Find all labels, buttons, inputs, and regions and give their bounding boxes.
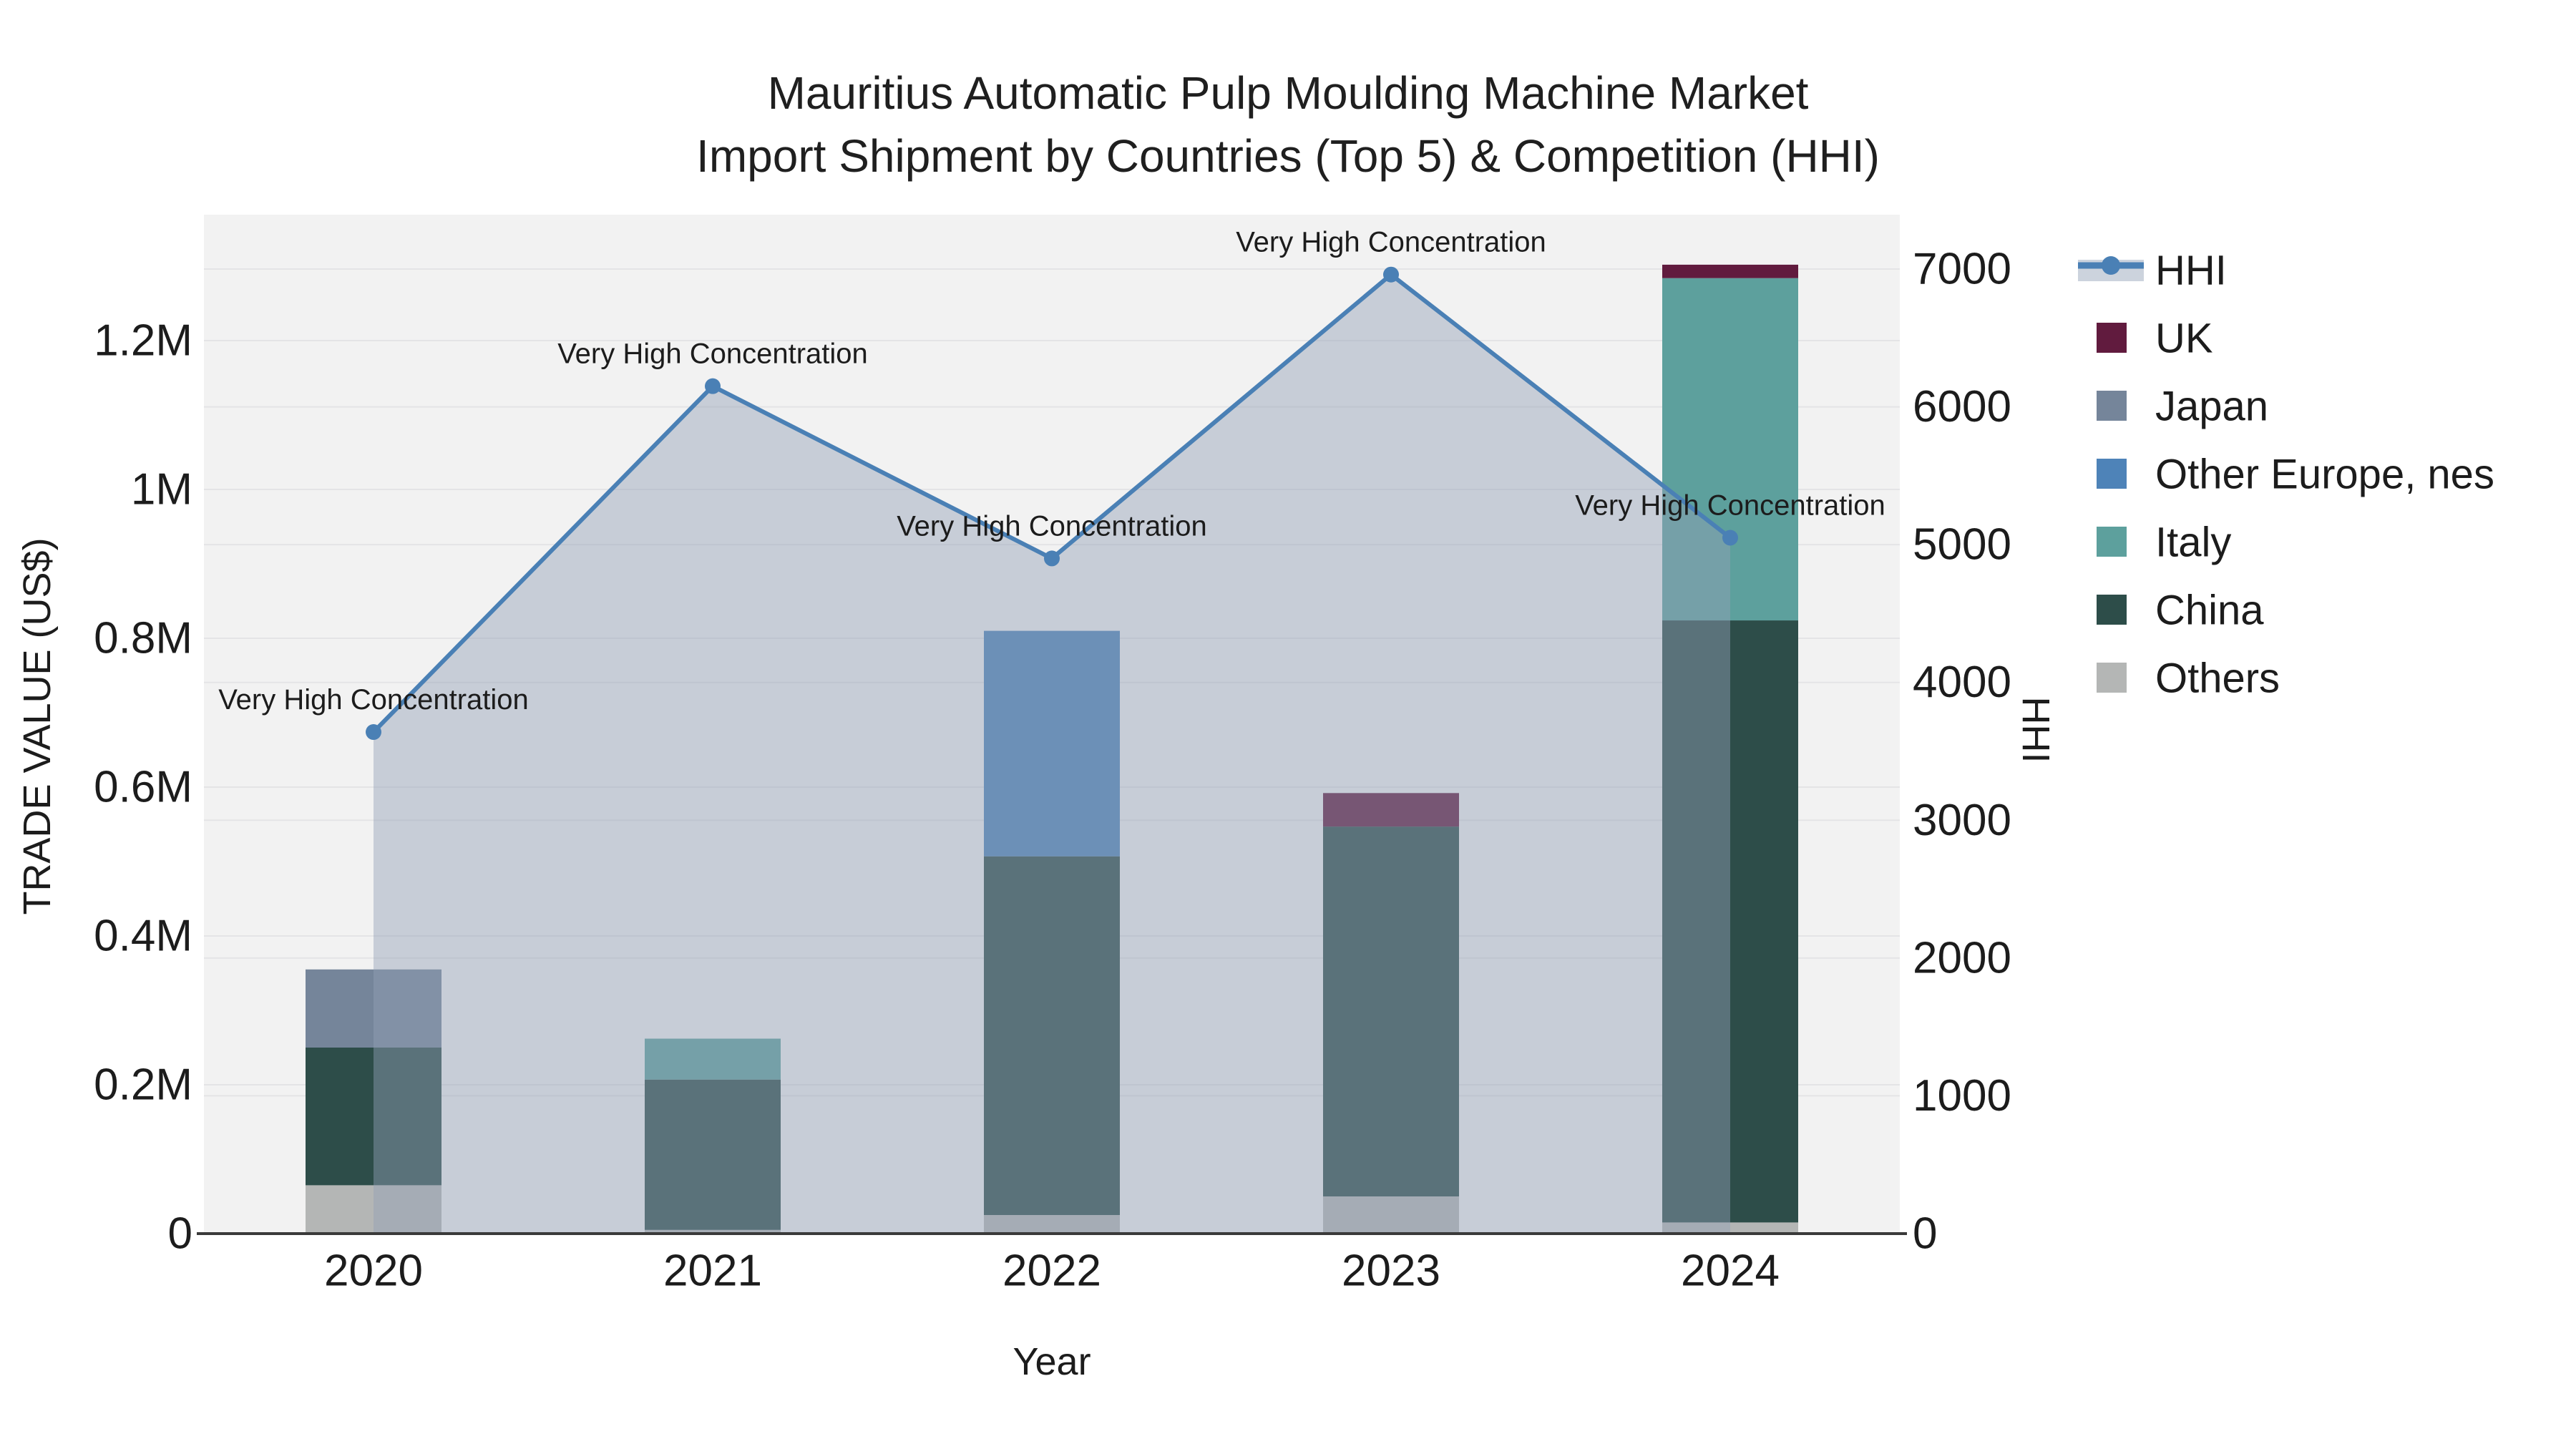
bar-segment-japan-2020 [306, 969, 441, 1048]
legend-label: UK [2155, 316, 2213, 362]
y-right-tick-5000: 5000 [1913, 520, 2011, 570]
legend-label: Japan [2155, 384, 2268, 430]
y-right-tick-3000: 3000 [1913, 796, 2011, 845]
legend-label: Other Europe, nes [2155, 452, 2494, 498]
legend-label: China [2155, 587, 2264, 634]
legend-item-italy[interactable]: Italy [2097, 519, 2231, 566]
annotation-2021: Very High Concentration [557, 338, 868, 370]
y-left-tick-0.4M: 0.4M [94, 912, 192, 961]
y-left-tick-0: 0 [168, 1209, 192, 1259]
chart-title-line2: Import Shipment by Countries (Top 5) & C… [696, 130, 1880, 182]
y-right-axis-title: HHI [2014, 697, 2057, 763]
hhi-marker-2024 [1722, 530, 1738, 546]
bar-segment-others-2023 [1323, 1196, 1459, 1234]
y-left-axis-title: TRADE VALUE (US$) [16, 537, 59, 914]
bar-segment-china-2023 [1323, 826, 1459, 1196]
legend-item-japan[interactable]: Japan [2097, 384, 2268, 430]
hhi-marker-2022 [1044, 550, 1060, 567]
y-right-tick-1000: 1000 [1913, 1071, 2011, 1121]
legend-label: Others [2155, 655, 2280, 702]
x-axis-title: Year [1013, 1340, 1091, 1383]
bar-segment-china-2020 [306, 1048, 441, 1186]
y-left-tick-1.2M: 1.2M [94, 316, 192, 366]
legend-swatch-uk [2097, 323, 2127, 353]
bar-segment-italy-2024 [1662, 278, 1798, 621]
y-right-tick-0: 0 [1913, 1209, 1937, 1259]
legend-swatch-italy [2097, 527, 2127, 557]
y-left-tick-0.6M: 0.6M [94, 763, 192, 812]
x-tick-2020: 2020 [324, 1246, 423, 1296]
chart-title: Mauritius Automatic Pulp Moulding Machin… [0, 62, 2576, 187]
hhi-marker-2023 [1383, 266, 1399, 283]
bar-segment-uk-2024 [1662, 264, 1798, 278]
legend-hhi-marker [2102, 256, 2120, 275]
annotation-2022: Very High Concentration [897, 510, 1207, 542]
bar-segment-uk-2023 [1323, 793, 1459, 827]
y-right-tick-4000: 4000 [1913, 658, 2011, 707]
legend-swatch-china [2097, 595, 2127, 625]
hhi-marker-2020 [366, 724, 381, 741]
bar-segment-others-2022 [984, 1215, 1120, 1234]
y-left-tick-0.2M: 0.2M [94, 1060, 192, 1110]
legend-item-uk[interactable]: UK [2097, 316, 2213, 362]
legend-label: HHI [2155, 248, 2227, 294]
bar-segment-china-2022 [984, 856, 1120, 1215]
legend-item-others[interactable]: Others [2097, 655, 2280, 702]
legend-swatch-other-europe-nes [2097, 459, 2127, 489]
legend-item-hhi[interactable]: HHI [2078, 248, 2227, 294]
hhi-marker-2021 [705, 378, 721, 394]
bar-segment-others-2024 [1662, 1222, 1798, 1234]
y-right-tick-7000: 7000 [1913, 245, 2011, 294]
bar-segment-other-europe-nes-2022 [984, 630, 1120, 857]
legend-label: Italy [2155, 519, 2231, 566]
bar-segment-china-2024 [1662, 620, 1798, 1223]
bar-segment-italy-2021 [645, 1038, 781, 1080]
bar-segment-china-2021 [645, 1079, 781, 1230]
x-tick-2024: 2024 [1681, 1246, 1780, 1296]
y-left-tick-0.8M: 0.8M [94, 614, 192, 663]
y-right-tick-6000: 6000 [1913, 382, 2011, 431]
y-right-tick-2000: 2000 [1913, 933, 2011, 982]
x-tick-2022: 2022 [1002, 1246, 1101, 1296]
bar-segment-others-2021 [645, 1229, 781, 1234]
chart-title-line1: Mauritius Automatic Pulp Moulding Machin… [767, 67, 1809, 119]
legend-swatch-japan [2097, 391, 2127, 421]
legend-item-other-europe-nes[interactable]: Other Europe, nes [2097, 452, 2494, 498]
bar-segment-others-2020 [306, 1185, 441, 1234]
annotation-2020: Very High Concentration [218, 684, 529, 716]
x-tick-2023: 2023 [1342, 1246, 1440, 1296]
x-tick-2021: 2021 [663, 1246, 762, 1296]
legend-item-china[interactable]: China [2097, 587, 2264, 634]
legend-swatch-others [2097, 663, 2127, 693]
hhi-area [374, 274, 1730, 1234]
y-left-tick-1M: 1M [131, 465, 192, 514]
annotation-2024: Very High Concentration [1575, 490, 1885, 522]
annotation-2023: Very High Concentration [1236, 227, 1546, 258]
